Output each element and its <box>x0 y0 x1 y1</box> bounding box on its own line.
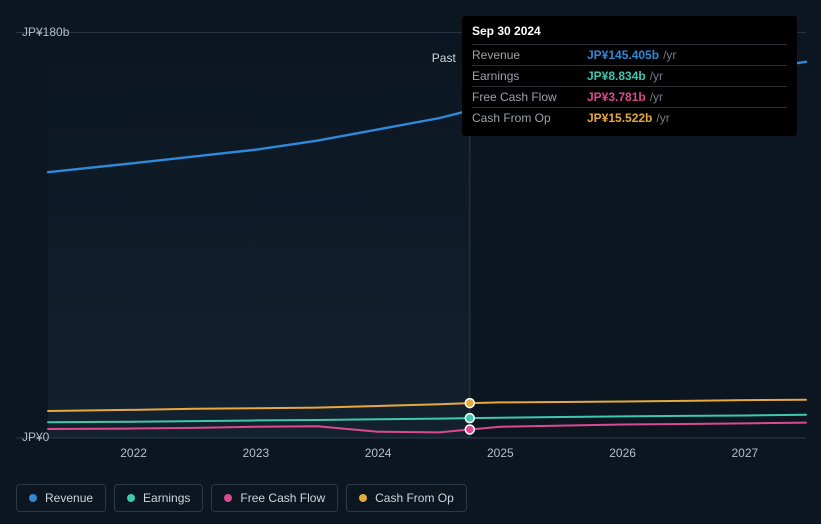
tooltip-unit: /yr <box>663 48 676 62</box>
chart-tooltip: Sep 30 2024 RevenueJP¥145.405b/yrEarning… <box>462 16 797 136</box>
legend-dot-icon <box>127 494 135 502</box>
legend-item-cashop[interactable]: Cash From Op <box>346 484 467 512</box>
legend-item-earnings[interactable]: Earnings <box>114 484 203 512</box>
legend-label: Earnings <box>143 491 190 505</box>
chart-legend: Revenue Earnings Free Cash Flow Cash From O… <box>16 484 467 512</box>
tooltip-row: RevenueJP¥145.405b/yr <box>472 44 787 65</box>
tooltip-row: Free Cash FlowJP¥3.781b/yr <box>472 86 787 107</box>
x-axis-label: 2022 <box>120 446 147 460</box>
legend-label: Free Cash Flow <box>240 491 325 505</box>
legend-dot-icon <box>224 494 232 502</box>
tooltip-metric-name: Free Cash Flow <box>472 90 587 104</box>
tooltip-row: EarningsJP¥8.834b/yr <box>472 65 787 86</box>
tooltip-unit: /yr <box>650 90 663 104</box>
x-axis-label: 2026 <box>609 446 636 460</box>
tooltip-metric-value: JP¥8.834b <box>587 69 646 83</box>
y-axis-label: JP¥0 <box>22 430 49 444</box>
y-axis-label: JP¥180b <box>22 25 69 39</box>
legend-item-revenue[interactable]: Revenue <box>16 484 106 512</box>
past-label: Past <box>432 51 456 65</box>
x-axis-label: 2027 <box>732 446 759 460</box>
legend-label: Revenue <box>45 491 93 505</box>
legend-item-fcf[interactable]: Free Cash Flow <box>211 484 338 512</box>
x-axis-label: 2024 <box>365 446 392 460</box>
legend-label: Cash From Op <box>375 491 454 505</box>
tooltip-metric-value: JP¥3.781b <box>587 90 646 104</box>
x-axis-label: 2023 <box>242 446 269 460</box>
x-axis-label: 2025 <box>487 446 514 460</box>
tooltip-unit: /yr <box>650 69 663 83</box>
tooltip-metric-name: Cash From Op <box>472 111 587 125</box>
tooltip-metric-name: Earnings <box>472 69 587 83</box>
tooltip-row: Cash From OpJP¥15.522b/yr <box>472 107 787 128</box>
tooltip-unit: /yr <box>656 111 669 125</box>
tooltip-metric-name: Revenue <box>472 48 587 62</box>
tooltip-metric-value: JP¥145.405b <box>587 48 659 62</box>
legend-dot-icon <box>29 494 37 502</box>
legend-dot-icon <box>359 494 367 502</box>
tooltip-date: Sep 30 2024 <box>472 24 787 44</box>
tooltip-metric-value: JP¥15.522b <box>587 111 652 125</box>
